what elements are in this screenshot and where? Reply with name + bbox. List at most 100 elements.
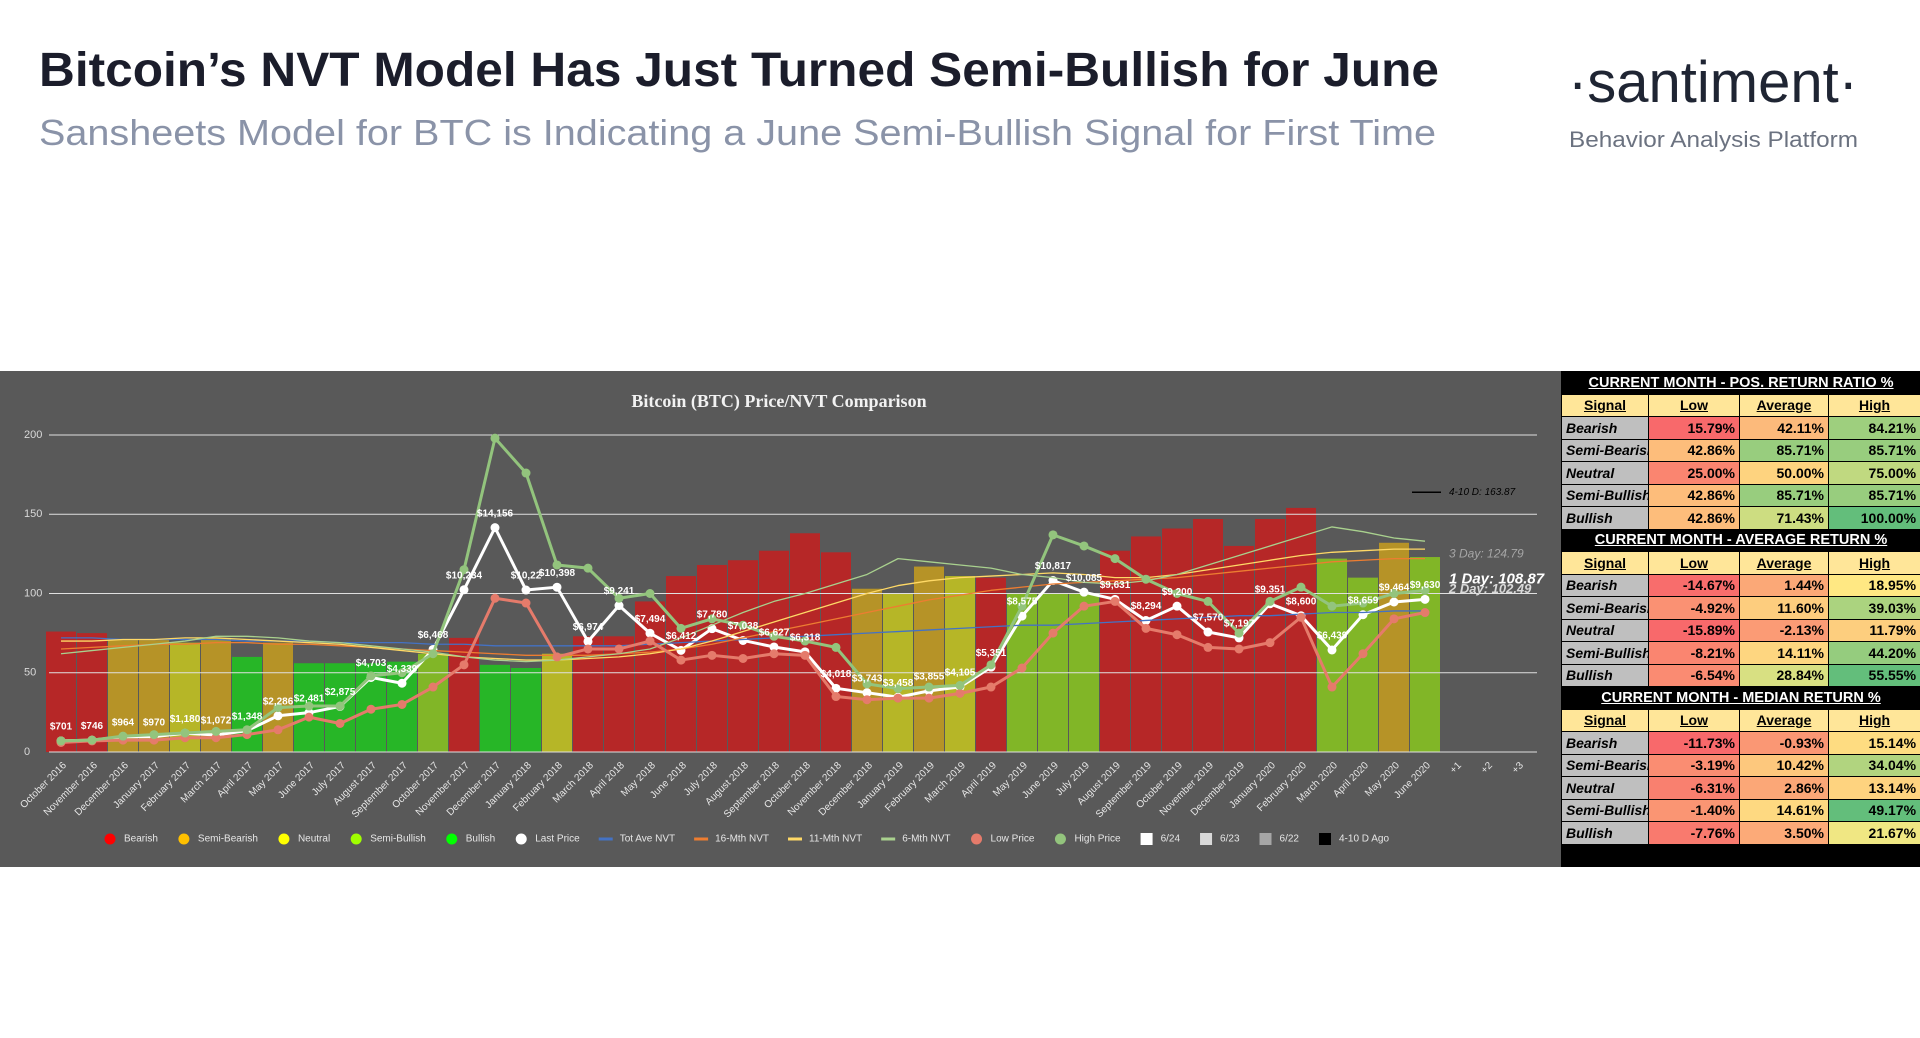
data-label: $701 <box>50 722 73 733</box>
value-cell: 85.71% <box>1739 483 1829 507</box>
value-cell: 3.50% <box>1739 821 1829 845</box>
legend-label: High Price <box>1074 834 1121 845</box>
table-title: CURRENT MONTH - AVERAGE RETURN % <box>1560 528 1920 552</box>
data-label: $1,072 <box>201 716 232 727</box>
series-point <box>552 582 562 592</box>
value-cell: -4.92% <box>1648 596 1740 620</box>
data-label: $6,974 <box>573 622 604 633</box>
legend-label: 11-Mth NVT <box>809 834 862 845</box>
series-point <box>831 683 841 693</box>
value-cell: 100.00% <box>1827 506 1920 530</box>
value-cell: 1.44% <box>1739 573 1829 597</box>
value-cell: -2.13% <box>1739 618 1829 642</box>
bar <box>573 636 603 752</box>
series-point <box>366 671 376 681</box>
series-point <box>831 692 841 702</box>
column-header: Low <box>1648 551 1740 575</box>
data-label: $8,600 <box>1286 596 1317 607</box>
data-label: $9,630 <box>1410 580 1441 591</box>
series-point <box>738 653 748 663</box>
series-line <box>60 557 1425 656</box>
series-point <box>552 560 562 570</box>
series-point <box>242 725 252 735</box>
series-point <box>986 682 996 692</box>
data-label: $2,481 <box>294 693 325 704</box>
series-point <box>1017 663 1027 673</box>
series-point <box>676 623 686 633</box>
series-point <box>924 693 934 703</box>
series-point <box>583 644 593 654</box>
header: Bitcoin’s NVT Model Has Just Turned Semi… <box>39 44 1858 153</box>
series-point <box>1234 644 1244 654</box>
value-cell: 85.71% <box>1827 483 1920 507</box>
bar <box>418 653 448 752</box>
legend-marker <box>104 833 116 845</box>
value-cell: 42.86% <box>1648 483 1740 507</box>
data-label: $9,631 <box>1100 580 1131 591</box>
data-label: $3,458 <box>883 678 914 689</box>
column-header: Average <box>1739 708 1829 732</box>
series-point <box>800 636 810 646</box>
series-point <box>459 585 469 595</box>
series-point <box>924 682 934 692</box>
signal-cell: Neutral <box>1561 461 1649 485</box>
bar <box>1286 507 1316 752</box>
signal-cell: Semi-Bullish <box>1561 641 1649 665</box>
series-point <box>614 593 624 603</box>
value-cell: -7.76% <box>1648 821 1740 845</box>
data-label: $9,200 <box>1162 587 1193 598</box>
series-point <box>397 678 407 688</box>
data-label: $6,627 <box>759 628 790 639</box>
series-point <box>1203 627 1213 637</box>
series-point <box>986 660 996 670</box>
value-cell: 50.00% <box>1739 461 1829 485</box>
series-point <box>800 650 810 660</box>
bar <box>542 653 572 752</box>
value-cell: 10.42% <box>1739 753 1829 777</box>
series-point <box>862 679 872 689</box>
value-cell: 42.11% <box>1739 416 1829 440</box>
series-point <box>614 644 624 654</box>
series-point <box>1203 642 1213 652</box>
series-point <box>707 650 717 660</box>
data-label: $4,339 <box>387 664 418 675</box>
data-label: $6,468 <box>418 630 449 641</box>
legend-marker <box>178 833 190 845</box>
data-label: $4,703 <box>356 658 387 669</box>
data-label: $10,234 <box>446 570 483 581</box>
series-point <box>335 701 345 711</box>
series-point <box>1358 649 1368 659</box>
bar <box>480 664 510 752</box>
series-point <box>645 589 655 598</box>
series-point <box>56 736 66 746</box>
value-cell: 39.03% <box>1827 596 1920 620</box>
legend-marker <box>971 833 983 845</box>
value-cell: -0.93% <box>1739 731 1829 755</box>
legend-label: 6/23 <box>1220 834 1240 845</box>
annotation: 4-10 D: 163.87 <box>1449 487 1516 498</box>
series-point <box>428 649 438 659</box>
series-point <box>366 704 376 714</box>
series-point <box>1296 612 1306 622</box>
value-cell: -15.89% <box>1648 618 1740 642</box>
series-point <box>1327 682 1337 692</box>
legend-label: 6/24 <box>1161 834 1181 845</box>
series-point <box>1110 596 1120 606</box>
data-label: $8,294 <box>1131 601 1162 612</box>
series-point <box>521 468 531 478</box>
series-point <box>118 731 128 741</box>
data-label: $5,351 <box>976 648 1007 659</box>
column-header: Signal <box>1561 393 1649 417</box>
data-label: $964 <box>112 717 135 728</box>
series-point <box>521 598 531 608</box>
series-point <box>583 636 593 646</box>
series-point <box>862 695 872 705</box>
legend-marker <box>350 833 362 845</box>
series-point <box>769 631 779 641</box>
legend-label: Neutral <box>298 834 330 845</box>
series-point <box>1389 589 1399 598</box>
bar <box>46 631 76 752</box>
data-label: $8,659 <box>1348 595 1379 606</box>
legend-label: 6-Mth NVT <box>902 834 950 845</box>
series-point <box>1389 614 1399 624</box>
